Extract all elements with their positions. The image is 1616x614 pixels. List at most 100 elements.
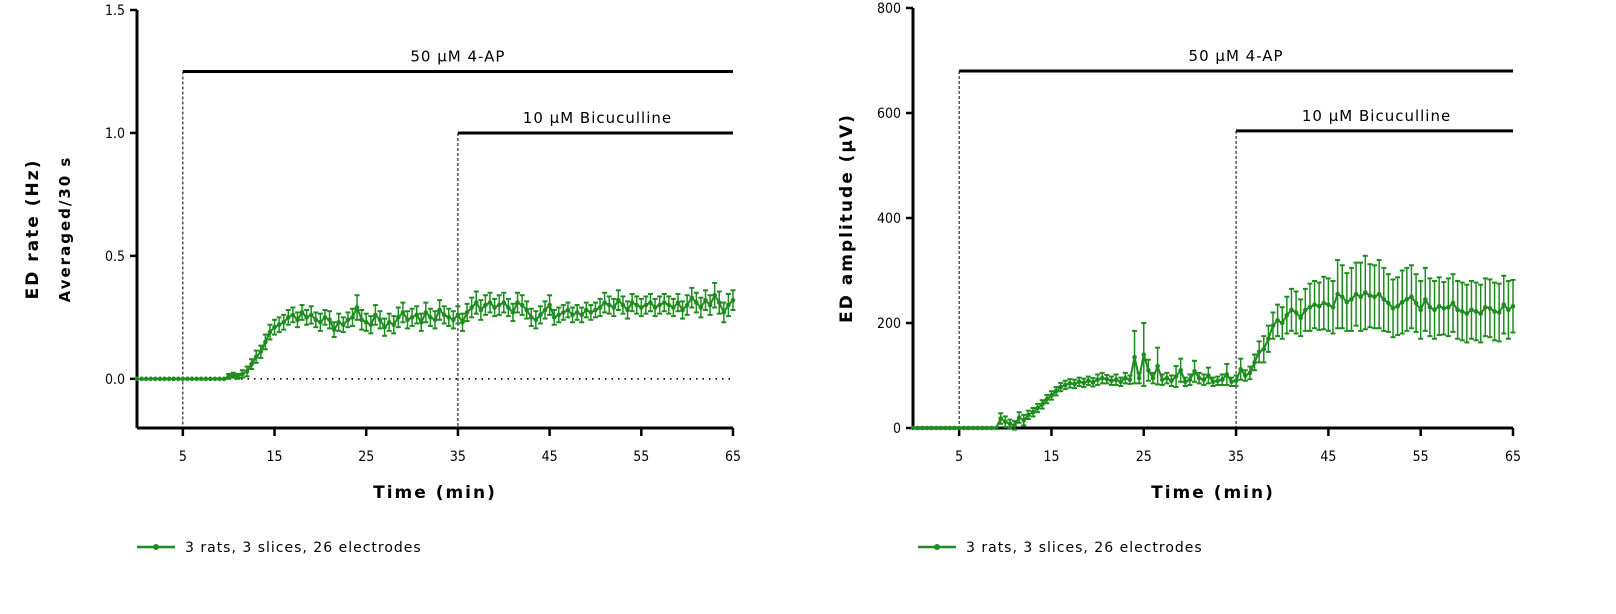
data-point: [1473, 309, 1479, 314]
data-point: [185, 376, 190, 382]
data-point: [915, 425, 920, 431]
data-point: [460, 319, 465, 325]
data-point: [993, 425, 999, 431]
data-point: [409, 315, 415, 320]
data-point: [528, 315, 534, 320]
legend: 3 rats, 3 slices, 26 electrodes: [918, 540, 1202, 556]
data-point: [235, 374, 241, 379]
data-point: [671, 305, 676, 310]
x-tick-label: 15: [267, 449, 283, 465]
data-point: [1099, 375, 1105, 381]
data-point: [217, 376, 222, 382]
data-point: [391, 322, 397, 328]
data-point: [1349, 297, 1354, 302]
data-point: [208, 376, 213, 382]
data-point: [1086, 378, 1091, 384]
data-point: [1358, 294, 1363, 300]
x-tick-label: 65: [725, 449, 741, 465]
data-point: [162, 376, 167, 382]
x-tick-label: 25: [358, 449, 374, 465]
data-point: [1432, 307, 1437, 313]
data-point: [1330, 304, 1336, 310]
data-point: [602, 300, 607, 305]
data-point: [414, 312, 419, 318]
data-point: [299, 310, 305, 315]
data-point: [574, 310, 580, 315]
data-point: [1372, 294, 1377, 300]
x-tick-label: 25: [1136, 449, 1152, 465]
chart-panel-2: 50 µM 4-AP 10 µM Bicuculline 0 200 400 600 800…: [837, 1, 1521, 556]
data-point: [716, 300, 722, 305]
data-point: [313, 317, 319, 323]
data-point: [721, 310, 727, 315]
data-point: [620, 302, 626, 308]
data-point: [1404, 297, 1410, 302]
data-point: [588, 310, 594, 315]
data-point: [538, 312, 543, 318]
data-point: [924, 425, 930, 431]
data-point: [166, 376, 172, 382]
data-point: [542, 307, 548, 313]
data-point: [1113, 377, 1119, 383]
x-tick-label: 5: [955, 449, 963, 465]
data-point: [1261, 346, 1267, 352]
data-point: [666, 302, 672, 308]
data-point: [510, 310, 516, 315]
data-point: [1164, 375, 1170, 381]
data-point: [345, 317, 351, 323]
data-point: [961, 425, 967, 431]
data-point: [1049, 393, 1054, 398]
y-tick-label: 0: [893, 421, 901, 437]
data-point: [428, 315, 433, 320]
y-tick-label: 600: [877, 106, 901, 122]
data-point: [1196, 375, 1202, 381]
data-point: [1381, 297, 1387, 302]
data-point: [680, 307, 685, 313]
data-point: [565, 307, 571, 313]
data-point: [1307, 304, 1313, 310]
data-point: [1012, 423, 1017, 428]
data-point: [524, 307, 529, 313]
data-point: [547, 302, 552, 308]
data-point: [1506, 307, 1511, 313]
data-point: [1247, 370, 1253, 376]
data-point: [1335, 291, 1340, 297]
data-point: [689, 295, 695, 300]
data-point: [694, 300, 699, 305]
data-point: [1418, 307, 1423, 313]
data-point: [368, 322, 374, 328]
y-tick-label: 200: [877, 316, 901, 332]
treatment-label: 10 µM Bicuculline: [1302, 107, 1451, 125]
data-point: [295, 317, 300, 323]
data-point: [455, 312, 461, 318]
data-point: [1478, 311, 1483, 316]
series-line: [137, 293, 734, 380]
data-point: [230, 372, 236, 378]
data-point: [1030, 409, 1036, 415]
data-point: [240, 371, 245, 377]
data-point: [253, 354, 259, 359]
data-point: [331, 327, 337, 332]
data-point: [359, 317, 364, 323]
data-point: [464, 310, 470, 315]
data-point: [249, 361, 254, 367]
data-point: [707, 302, 713, 308]
x-tick-label: 35: [1228, 449, 1244, 465]
data-point: [377, 317, 383, 323]
data-point: [1441, 306, 1447, 311]
data-point: [597, 305, 603, 310]
data-point: [1293, 310, 1299, 315]
data-point: [639, 305, 644, 310]
data-point: [966, 425, 971, 431]
data-point: [661, 300, 667, 305]
data-point: [519, 302, 525, 308]
x-axis-label: Time (min): [373, 483, 497, 503]
data-point: [1044, 396, 1050, 402]
y-tick-label: 1.0: [105, 126, 125, 142]
y-tick-label: 0.0: [105, 372, 125, 388]
data-point: [1464, 311, 1470, 316]
data-point: [198, 376, 204, 382]
data-point: [1436, 303, 1442, 309]
data-point: [533, 317, 539, 323]
data-point: [1395, 303, 1400, 309]
